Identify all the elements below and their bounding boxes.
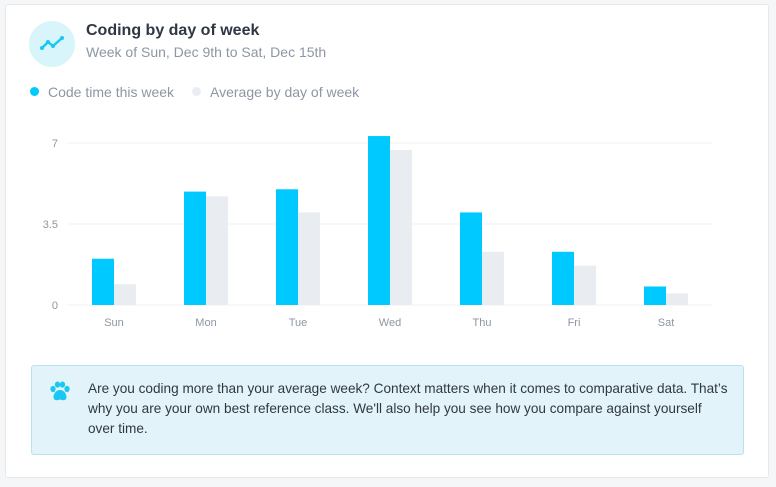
bar-this-week	[368, 136, 390, 305]
callout-text: Are you coding more than your average we…	[88, 381, 728, 436]
bar-average	[114, 284, 136, 305]
legend-item-this-week[interactable]: Code time this week	[30, 84, 174, 100]
bar-average	[390, 149, 412, 305]
bar-average	[298, 212, 320, 305]
bar-average	[482, 251, 504, 305]
x-tick-label: Thu	[473, 317, 492, 329]
x-tick-label: Sat	[658, 317, 675, 329]
x-tick-label: Fri	[568, 317, 581, 329]
legend-label-average: Average by day of week	[210, 84, 360, 100]
bar-average	[666, 293, 688, 305]
bar-this-week	[276, 189, 298, 305]
y-tick-label: 7	[52, 138, 58, 150]
coding-by-day-card: Coding by day of week Week of Sun, Dec 9…	[5, 4, 769, 478]
x-tick-label: Tue	[289, 317, 308, 329]
legend-item-average[interactable]: Average by day of week	[192, 84, 359, 100]
bar-this-week	[460, 212, 482, 305]
bar-this-week	[184, 191, 206, 305]
bar-chart: 0 3.5 7 Sun Mon Tue Wed Thu Fri Sat	[43, 136, 712, 329]
bar-this-week	[92, 258, 114, 305]
legend-dot-average	[192, 87, 201, 96]
x-tick-label: Wed	[379, 317, 401, 329]
paw-icon	[50, 381, 70, 401]
y-tick-label: 0	[52, 300, 58, 312]
context-callout: Are you coding more than your average we…	[31, 365, 744, 455]
legend-label-this-week: Code time this week	[48, 84, 175, 100]
trend-chart-icon	[29, 21, 75, 67]
x-tick-label: Sun	[104, 317, 124, 329]
bar-this-week	[552, 251, 574, 305]
x-tick-label: Mon	[195, 317, 216, 329]
bar-this-week	[644, 286, 666, 305]
bar-average	[574, 265, 596, 305]
legend-dot-this-week	[30, 87, 39, 96]
bar-average	[206, 196, 228, 305]
card-title: Coding by day of week	[86, 22, 260, 39]
card-subtitle: Week of Sun, Dec 9th to Sat, Dec 15th	[86, 44, 327, 60]
y-tick-label: 3.5	[43, 219, 58, 231]
